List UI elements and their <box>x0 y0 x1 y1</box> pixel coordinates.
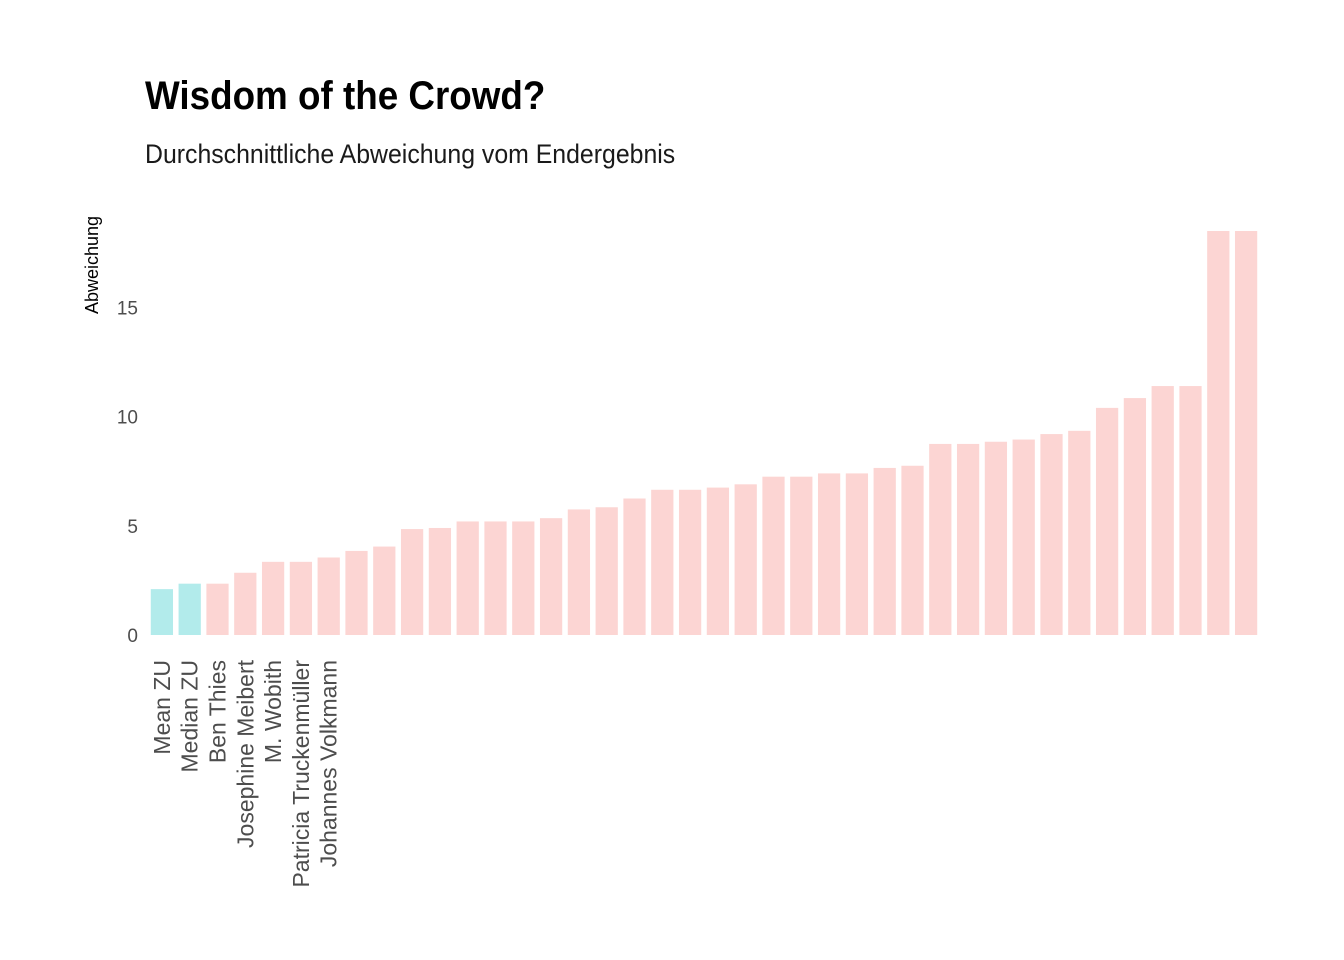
bar-35 <box>1123 398 1147 635</box>
bar-37 <box>1179 386 1202 635</box>
bar-4 <box>261 561 285 635</box>
bar-36 <box>1151 386 1174 635</box>
bar-0 <box>150 589 174 635</box>
bar-28 <box>929 443 952 635</box>
chart-title: Wisdom of the Crowd? <box>145 74 546 118</box>
bar-3 <box>234 572 257 635</box>
bar-25 <box>845 473 869 635</box>
y-axis-ticks: 0 5 10 15 <box>117 298 138 647</box>
bar-19 <box>678 489 702 635</box>
bar-22 <box>762 476 785 635</box>
bar-2 <box>206 583 229 635</box>
y-tick-label-10: 10 <box>117 408 138 429</box>
bar-26 <box>873 467 896 635</box>
bar-31 <box>1012 439 1035 635</box>
bar-15 <box>567 509 591 635</box>
bar-29 <box>956 443 980 635</box>
bar-14 <box>539 518 563 635</box>
bar-1 <box>178 583 201 635</box>
bars-group <box>150 231 1258 635</box>
bar-8 <box>373 546 396 635</box>
bar-9 <box>400 529 424 635</box>
y-tick-label-0: 0 <box>127 626 138 647</box>
x-tick-label-0: Mean ZU <box>149 660 175 755</box>
bar-13 <box>512 521 535 635</box>
bar-33 <box>1068 430 1091 635</box>
bar-38 <box>1207 231 1230 635</box>
x-tick-label-5: Patricia Truckenmüller <box>288 660 314 888</box>
bar-27 <box>901 465 924 635</box>
bar-11 <box>456 521 479 635</box>
bar-39 <box>1234 231 1258 635</box>
bar-23 <box>790 476 813 635</box>
bar-24 <box>817 473 841 635</box>
bar-10 <box>428 527 452 635</box>
x-tick-label-1: Median ZU <box>177 660 203 772</box>
chart-subtitle: Durchschnittliche Abweichung vom Enderge… <box>145 139 676 169</box>
y-tick-label-15: 15 <box>117 298 138 319</box>
bar-6 <box>317 557 340 635</box>
y-tick-label-5: 5 <box>127 517 138 538</box>
bar-5 <box>289 561 313 635</box>
x-tick-label-6: Johannes Volkmann <box>316 660 342 867</box>
x-axis-labels: Mean ZU Median ZU Ben Thies Josephine Meibe… <box>149 659 342 887</box>
bar-20 <box>706 487 730 635</box>
x-tick-label-4: M. Wobith <box>260 660 286 763</box>
bar-32 <box>1040 434 1063 635</box>
bar-21 <box>734 484 757 635</box>
bar-17 <box>623 498 646 635</box>
y-axis-label: Abweichung <box>82 216 102 314</box>
x-tick-label-2: Ben Thies <box>205 660 231 763</box>
bar-12 <box>484 521 507 635</box>
bar-16 <box>595 507 618 635</box>
bar-18 <box>651 489 674 635</box>
bar-30 <box>984 441 1008 635</box>
x-tick-label-3: Josephine Meibert <box>232 659 258 848</box>
bar-34 <box>1095 407 1119 635</box>
bar-7 <box>345 550 368 635</box>
